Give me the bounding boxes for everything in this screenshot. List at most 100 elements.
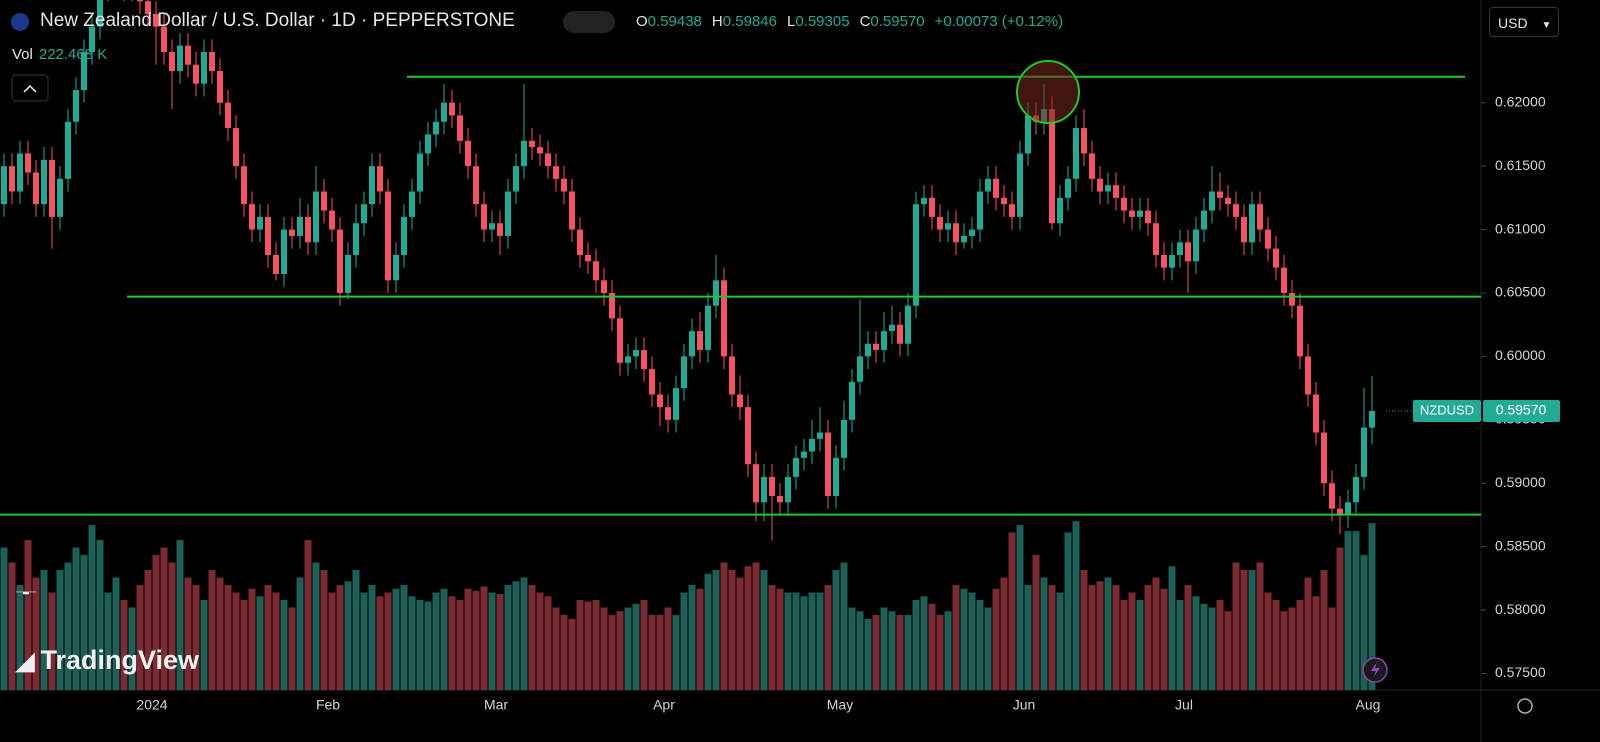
volume-bar	[1000, 577, 1008, 690]
candle-body	[1121, 197, 1127, 211]
volume-bar	[1152, 577, 1160, 690]
volume-bar	[464, 588, 472, 690]
candle-body	[617, 318, 623, 363]
candle-body	[761, 476, 767, 503]
candle-body	[1097, 178, 1103, 192]
candle-body	[969, 229, 975, 236]
ohlc-legend: O0.59438 H0.59846 L0.59305 C0.59570 +0.00073…	[636, 13, 1073, 30]
volume-bar	[560, 615, 568, 690]
volume-bar	[336, 585, 344, 690]
candle-body	[1105, 185, 1111, 192]
ohlc-key: L	[786, 13, 796, 30]
volume-bar	[1368, 523, 1376, 690]
ohlc-value: 0.59570	[870, 13, 925, 30]
candle-body	[9, 166, 15, 192]
last-price-bg	[1483, 399, 1560, 422]
candle-body	[169, 52, 175, 72]
candle-body	[665, 407, 671, 420]
volume-bar	[248, 588, 256, 690]
candle-body	[1353, 476, 1359, 503]
volume-bar	[424, 601, 432, 690]
volume-bar	[1352, 531, 1360, 690]
candle-body	[913, 204, 919, 306]
volume-bar	[1144, 585, 1152, 690]
candle-body	[73, 90, 79, 122]
candle-body	[433, 121, 439, 135]
x-tick-label: Jun	[1013, 697, 1036, 713]
collapse-button[interactable]	[11, 74, 49, 102]
candle-body	[65, 121, 71, 179]
volume-bar	[64, 562, 72, 690]
volume-bar	[528, 585, 536, 690]
candle-body	[1145, 210, 1151, 224]
volume-bar	[1088, 585, 1096, 690]
volume-bar	[816, 592, 824, 690]
candle-body	[1257, 204, 1263, 230]
candle-body	[505, 191, 511, 236]
candle-body	[633, 350, 639, 357]
candle-body	[1209, 191, 1215, 211]
candle-body	[753, 464, 759, 503]
candle-body	[89, 26, 95, 53]
volume-bar	[648, 615, 656, 690]
candle-body	[1185, 242, 1191, 262]
volume-bar	[1312, 596, 1320, 690]
volume-bar	[400, 585, 408, 690]
volume-bar	[104, 592, 112, 690]
candle-body	[625, 356, 631, 363]
candle-body	[1329, 483, 1335, 509]
candle-body	[1177, 242, 1183, 255]
volume-bar	[488, 592, 496, 690]
volume-bar	[1336, 547, 1344, 690]
candle-body	[417, 153, 423, 192]
candle-body	[1305, 356, 1311, 395]
volume-bar	[656, 615, 664, 690]
volume-bar	[232, 592, 240, 690]
volume-bar	[216, 577, 224, 690]
volume-bar	[88, 525, 96, 690]
candle-body	[985, 178, 991, 192]
volume-bar	[352, 570, 360, 690]
candle-body	[153, 13, 159, 27]
candle-body	[481, 204, 487, 230]
volume-bar	[288, 607, 296, 690]
candle-body	[305, 216, 311, 243]
volume-bar	[928, 603, 936, 690]
volume-bar	[1240, 570, 1248, 690]
candle-body	[1073, 128, 1079, 179]
indicator-toggle[interactable]	[563, 11, 615, 33]
candle-body	[889, 324, 895, 332]
volume-bar	[1264, 592, 1272, 690]
candle-body	[1217, 191, 1223, 198]
volume-bar	[864, 618, 872, 690]
volume-bar	[1032, 555, 1040, 690]
volume-bar	[1200, 603, 1208, 690]
volume-bar	[1224, 611, 1232, 690]
volume-bar	[32, 577, 40, 690]
candle-body	[937, 216, 943, 230]
candle-body	[1089, 153, 1095, 179]
volume-bar	[920, 596, 928, 690]
volume-bar	[848, 607, 856, 690]
volume-bar	[368, 585, 376, 690]
candle-body	[641, 350, 647, 370]
currency-select[interactable]: USD ▼	[1489, 7, 1559, 37]
candle-body	[737, 394, 743, 408]
lightning-icon	[1371, 662, 1380, 678]
volume-bar	[952, 585, 960, 690]
volume-bar	[1064, 532, 1072, 690]
candle-body	[1289, 292, 1295, 306]
candle-body	[1001, 197, 1007, 205]
y-tick-label: 0.58500	[1495, 537, 1546, 553]
candle-body	[361, 204, 367, 224]
settings-icon[interactable]	[1517, 698, 1533, 714]
ohlc-value: 0.59438	[647, 13, 702, 30]
volume-bar	[584, 601, 592, 690]
highlight-circle	[1016, 60, 1080, 124]
candle-body	[145, 1, 151, 14]
candle-body	[833, 457, 839, 496]
candle-body	[1193, 229, 1199, 262]
volume-bar	[80, 555, 88, 690]
volume-bar	[1288, 607, 1296, 690]
volume-bar	[736, 577, 744, 690]
